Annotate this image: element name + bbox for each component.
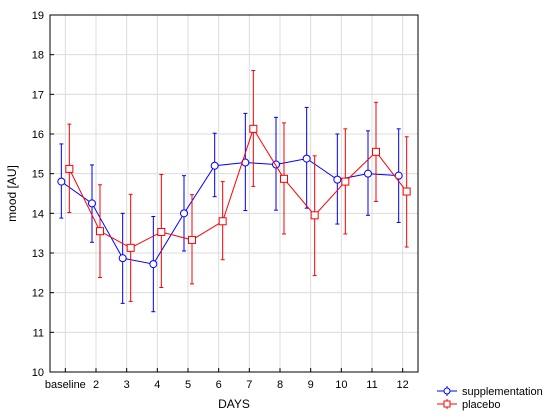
data-point-1-7 — [280, 174, 288, 183]
data-point-1-4 — [188, 235, 196, 244]
y-tick-label-1: 11 — [33, 327, 44, 339]
x-tick-label-4: 5 — [185, 379, 191, 391]
y-axis: 10 11 12 13 14 15 16 17 18 19 — [32, 10, 54, 379]
y-tick-label-6: 16 — [32, 129, 44, 141]
legend-marker-0 — [443, 387, 451, 395]
data-point-1-2 — [126, 243, 135, 252]
data-point-0-3 — [149, 260, 158, 269]
data-point-0-4 — [180, 209, 188, 218]
x-tick-label-6: 7 — [246, 379, 252, 391]
x-tick-label-1: 2 — [93, 379, 99, 391]
x-tick-label-8: 9 — [308, 379, 314, 391]
series-layer — [57, 70, 411, 313]
y-tick-label-7: 17 — [32, 89, 44, 101]
y-tick-label-9: 19 — [32, 10, 44, 22]
data-point-1-0 — [65, 164, 74, 173]
series-1 — [65, 70, 411, 302]
data-point-0-0 — [57, 177, 66, 186]
x-tick-label-9: 10 — [335, 379, 347, 391]
data-point-1-9 — [341, 177, 350, 186]
x-tick-label-0: baseline — [45, 379, 86, 391]
plot-frame — [49, 14, 419, 373]
x-tick-label-7: 8 — [277, 379, 283, 391]
series-0 — [57, 106, 403, 313]
y-axis-title: mood [AU] — [5, 165, 19, 222]
data-point-1-6 — [249, 124, 258, 133]
y-tick-label-5: 15 — [32, 169, 44, 181]
legend-marker-1 — [443, 400, 451, 408]
legend-label-1: placebo — [462, 399, 501, 411]
x-axis: baseline 2 3 4 5 6 7 8 9 10 11 12 — [45, 368, 409, 391]
data-point-0-11 — [394, 171, 403, 180]
y-tick-label-8: 18 — [32, 50, 44, 62]
grid — [50, 14, 418, 373]
series-line-1 — [68, 127, 408, 249]
x-axis-title: DAYS — [218, 397, 250, 411]
y-tick-label-3: 13 — [32, 248, 44, 260]
data-point-0-10 — [364, 169, 372, 178]
x-tick-label-10: 11 — [366, 379, 377, 391]
data-point-0-1 — [88, 199, 96, 208]
data-point-1-10 — [372, 147, 380, 156]
y-tick-label-2: 12 — [32, 288, 44, 300]
series-line-0 — [61, 158, 399, 265]
y-tick-label-0: 10 — [32, 367, 44, 379]
data-point-1-8 — [310, 211, 319, 220]
x-tick-label-2: 3 — [124, 379, 130, 391]
data-point-0-2 — [118, 254, 127, 263]
y-tick-label-4: 14 — [32, 208, 44, 220]
data-point-0-5 — [210, 161, 219, 170]
x-tick-label-3: 4 — [154, 379, 160, 391]
x-tick-label-5: 6 — [216, 379, 222, 391]
data-point-1-11 — [402, 187, 411, 196]
data-point-1-3 — [157, 227, 166, 236]
x-tick-label-11: 12 — [397, 379, 409, 391]
data-point-1-1 — [96, 227, 104, 236]
legend-label-0: supplementation — [462, 386, 543, 398]
data-point-0-9 — [333, 175, 342, 184]
data-point-0-8 — [302, 154, 311, 163]
data-point-1-5 — [218, 217, 227, 226]
